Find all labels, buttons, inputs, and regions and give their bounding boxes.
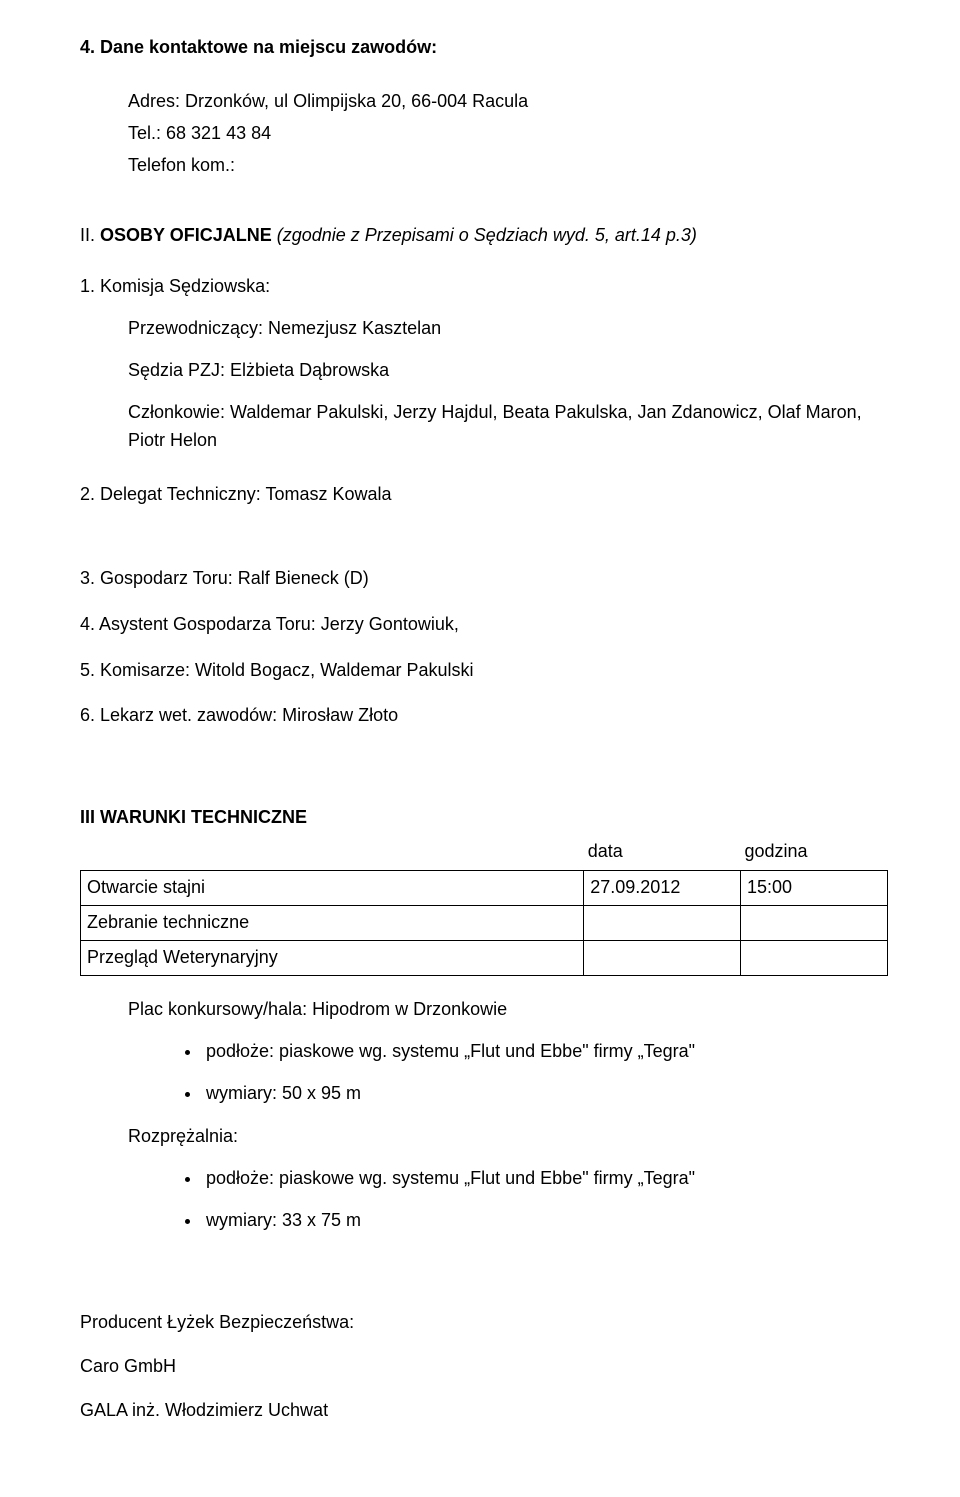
item-3: 3. Gospodarz Toru: Ralf Bieneck (D)	[80, 565, 890, 593]
section-2-paren: (zgodnie z Przepisami o Sędziach wyd. 5,…	[277, 225, 697, 245]
table-row: Zebranie techniczne	[81, 906, 888, 941]
komisja-chair: Przewodniczący: Nemezjusz Kasztelan	[128, 315, 890, 343]
producer-block: Producent Łyżek Bezpieczeństwa: Caro Gmb…	[80, 1309, 890, 1425]
contact-block: Adres: Drzonków, ul Olimpijska 20, 66-00…	[128, 88, 890, 180]
cell-label: Otwarcie stajni	[81, 871, 584, 906]
item-1-heading: 1. Komisja Sędziowska:	[80, 273, 890, 301]
section-2-heading: II. OSOBY OFICJALNE (zgodnie z Przepisam…	[80, 222, 890, 250]
arena-block: Plac konkursowy/hala: Hipodrom w Drzonko…	[128, 996, 890, 1235]
table-header-row: data godzina	[81, 836, 888, 870]
bullet-item: podłoże: piaskowe wg. systemu „Flut und …	[202, 1038, 890, 1066]
bullet-item: podłoże: piaskowe wg. systemu „Flut und …	[202, 1165, 890, 1193]
cell-date	[584, 906, 741, 941]
cell-label: Zebranie techniczne	[81, 906, 584, 941]
cell-time	[741, 940, 888, 975]
bullet-item: wymiary: 50 x 95 m	[202, 1080, 890, 1108]
bullet-item: wymiary: 33 x 75 m	[202, 1207, 890, 1235]
cell-time: 15:00	[741, 871, 888, 906]
item-4: 4. Asystent Gospodarza Toru: Jerzy Gonto…	[80, 611, 890, 639]
producer-line-2: Caro GmbH	[80, 1353, 890, 1381]
warmup-bullets: podłoże: piaskowe wg. systemu „Flut und …	[128, 1165, 890, 1235]
contact-address: Adres: Drzonków, ul Olimpijska 20, 66-00…	[128, 88, 890, 116]
item-5: 5. Komisarze: Witold Bogacz, Waldemar Pa…	[80, 657, 890, 685]
section-4-heading: 4. Dane kontaktowe na miejscu zawodów:	[80, 34, 890, 62]
arena-bullets: podłoże: piaskowe wg. systemu „Flut und …	[128, 1038, 890, 1108]
komisja-block: Przewodniczący: Nemezjusz Kasztelan Sędz…	[128, 315, 890, 455]
cell-label: Przegląd Weterynaryjny	[81, 940, 584, 975]
col-header-time: godzina	[741, 836, 888, 870]
section-2-number: II.	[80, 225, 100, 245]
cell-date: 27.09.2012	[584, 871, 741, 906]
warmup-title: Rozprężalnia:	[128, 1123, 890, 1151]
numbered-items: 2. Delegat Techniczny: Tomasz Kowala 3. …	[80, 481, 890, 730]
contact-tel: Tel.: 68 321 43 84	[128, 120, 890, 148]
table-row: Przegląd Weterynaryjny	[81, 940, 888, 975]
komisja-members: Członkowie: Waldemar Pakulski, Jerzy Haj…	[128, 399, 890, 455]
producer-line-1: Producent Łyżek Bezpieczeństwa:	[80, 1309, 890, 1337]
producer-line-3: GALA inż. Włodzimierz Uchwat	[80, 1397, 890, 1425]
table-row: Otwarcie stajni 27.09.2012 15:00	[81, 871, 888, 906]
section-2-label: OSOBY OFICJALNE	[100, 225, 277, 245]
section-3-heading: III WARUNKI TECHNICZNE	[80, 804, 890, 832]
komisja-judge: Sędzia PZJ: Elżbieta Dąbrowska	[128, 357, 890, 385]
cell-time	[741, 906, 888, 941]
item-2: 2. Delegat Techniczny: Tomasz Kowala	[80, 481, 890, 509]
contact-telkom: Telefon kom.:	[128, 152, 890, 180]
col-header-date: data	[584, 836, 741, 870]
item-6: 6. Lekarz wet. zawodów: Mirosław Złoto	[80, 702, 890, 730]
arena-title: Plac konkursowy/hala: Hipodrom w Drzonko…	[128, 996, 890, 1024]
schedule-table: data godzina Otwarcie stajni 27.09.2012 …	[80, 836, 888, 976]
cell-date	[584, 940, 741, 975]
